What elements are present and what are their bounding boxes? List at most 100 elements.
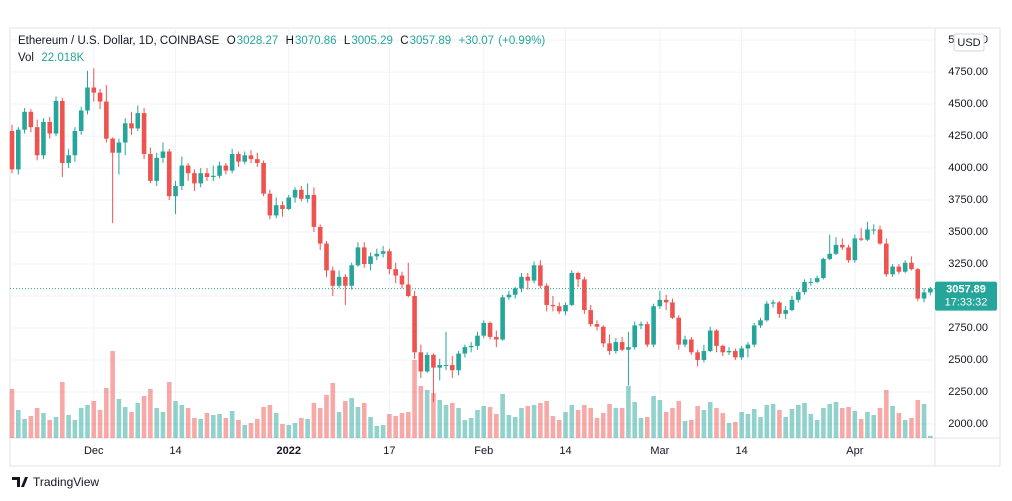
candle-body (336, 276, 342, 286)
change-pct: (+0.99%) (498, 35, 546, 47)
candle-body (66, 155, 71, 163)
volume-bar (154, 408, 159, 438)
volume-bar (443, 405, 449, 438)
x-tick-label: 17 (383, 445, 395, 457)
volume-bar (129, 412, 134, 438)
volume-bar (500, 394, 505, 438)
volume-bar (393, 416, 398, 438)
volume-bar (701, 410, 707, 438)
candle-body (758, 320, 763, 326)
chart-frame (9, 27, 1001, 467)
x-tick-label: Dec (84, 445, 104, 457)
candle-body (619, 342, 625, 350)
candle-body (60, 100, 65, 163)
grid (10, 28, 935, 438)
volume-bar (104, 388, 109, 438)
volume-bar (494, 414, 499, 438)
x-tick-label: Mar (650, 445, 669, 457)
volume-bar (827, 404, 832, 438)
field-value: 3057.89 (409, 35, 452, 47)
candle-body (896, 266, 902, 272)
volume-bar (273, 413, 279, 438)
volume-bar (487, 407, 493, 438)
volume-bar (53, 417, 59, 438)
volume-bar (248, 423, 254, 438)
volume-bar (135, 403, 141, 438)
volume-bar (160, 412, 166, 438)
volume-bar (223, 418, 229, 438)
candle-body (494, 336, 499, 340)
volume-bar (412, 360, 417, 438)
x-tick-label: Feb (474, 445, 493, 457)
volume-legend: Vol 22.018K (18, 52, 85, 64)
candle-body (858, 238, 864, 240)
volume-bar (550, 416, 556, 438)
volume-bar (236, 420, 241, 438)
candle-body (72, 130, 78, 156)
volume-bar (255, 419, 260, 438)
candle-body (821, 258, 826, 279)
candle-body (795, 292, 801, 300)
volume-bar (663, 412, 669, 438)
candle-body (412, 296, 417, 353)
candle-body (909, 262, 914, 270)
volume-bar (657, 400, 663, 438)
volume-bar (902, 420, 908, 438)
candle-body (764, 303, 770, 321)
candle-body (47, 122, 53, 134)
currency-button[interactable] (953, 33, 985, 52)
candle-body (166, 151, 172, 197)
candle-body (707, 330, 713, 352)
candle-body (305, 194, 310, 199)
volume-bar (833, 402, 839, 438)
y-tick-label: 4250.00 (948, 130, 988, 142)
candle-body (550, 304, 556, 307)
volume-bar (261, 407, 266, 438)
candle-body (192, 173, 197, 184)
candle-body (720, 345, 726, 353)
candle-body (198, 173, 203, 184)
candle-body (651, 306, 656, 345)
axes: 2000.002250.002500.002750.003000.003250.… (10, 34, 997, 457)
volume-bar (78, 408, 84, 438)
volume-bar (858, 419, 864, 438)
volume-bar (531, 405, 537, 438)
volume-bar (626, 386, 631, 438)
candle-body (865, 229, 870, 240)
candle-body (229, 154, 235, 171)
volume-bar (745, 414, 751, 438)
volume-bar (814, 420, 820, 438)
volume-bar (462, 420, 468, 438)
volume-bar (418, 386, 424, 438)
candle-body (556, 306, 562, 312)
logo-icon (12, 477, 28, 487)
volume-bar (644, 417, 650, 438)
candle-body (902, 262, 908, 272)
x-tick-label: 14 (736, 445, 748, 457)
candle-body (456, 353, 461, 371)
volume-bar (682, 421, 688, 438)
volume-bar (789, 409, 795, 438)
candle-body (733, 351, 738, 358)
brand: TradingView (33, 475, 99, 489)
y-tick-label: 2750.00 (948, 322, 988, 334)
volume-bar (890, 406, 895, 438)
candle-body (34, 127, 40, 156)
volume-bar (122, 407, 128, 438)
volume-bar (387, 414, 392, 438)
volume-bar (336, 412, 342, 438)
volume-bar (242, 425, 248, 438)
candle-body (682, 339, 688, 345)
currency-label: USD (957, 37, 980, 49)
candle-body (531, 265, 537, 281)
volume-label: Vol (18, 52, 34, 64)
volume-bar (619, 408, 625, 438)
candle-body (210, 175, 216, 178)
candle-body (871, 229, 877, 231)
candle-body (676, 317, 682, 345)
volume-bar (865, 412, 870, 438)
candle-body (273, 205, 279, 216)
volume-bar (41, 413, 46, 438)
candle-body (380, 251, 386, 254)
